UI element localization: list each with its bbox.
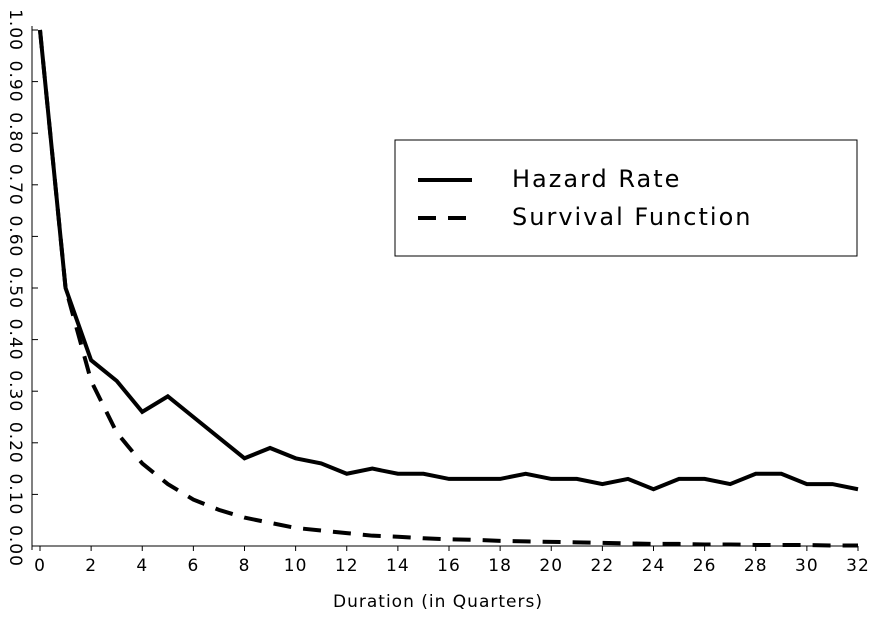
legend-box [394, 139, 858, 257]
x-tick-label: 16 [437, 556, 461, 576]
x-tick-label: 0 [34, 556, 46, 576]
y-tick-label: 0.40 [5, 319, 25, 361]
y-tick-label: 0.30 [5, 370, 25, 412]
x-tick-label: 22 [591, 556, 615, 576]
series-line [38, 29, 859, 492]
x-tick-label: 14 [386, 556, 410, 576]
x-tick-label: 6 [187, 556, 199, 576]
y-tick-label: 0.80 [5, 112, 25, 154]
x-tick-label: 28 [744, 556, 768, 576]
x-tick-label: 26 [693, 556, 717, 576]
y-tick-label: 0.20 [5, 422, 25, 464]
series-line [38, 29, 858, 548]
x-tick-label: 32 [846, 556, 870, 576]
y-tick-label: 0.10 [5, 473, 25, 515]
x-tick-label: 10 [284, 556, 308, 576]
x-tick-label: 20 [539, 556, 563, 576]
x-tick-label: 18 [488, 556, 512, 576]
x-tick-label: 12 [335, 556, 359, 576]
legend-label: Survival Function [512, 203, 752, 231]
x-tick-label: 2 [85, 556, 97, 576]
x-axis-label: Duration (in Quarters) [333, 592, 543, 612]
x-tick-label: 24 [642, 556, 666, 576]
x-tick-label: 30 [795, 556, 819, 576]
y-tick-label: 0.60 [5, 215, 25, 257]
y-tick-label: 0.90 [5, 61, 25, 103]
x-tick-label: 4 [136, 556, 148, 576]
x-tick-label: 8 [239, 556, 251, 576]
legend-label: Hazard Rate [512, 165, 681, 193]
y-tick-label: 0.00 [5, 525, 25, 567]
y-tick-label: 0.50 [5, 267, 25, 309]
y-tick-label: 1.00 [5, 9, 25, 51]
y-tick-label: 0.70 [5, 164, 25, 206]
